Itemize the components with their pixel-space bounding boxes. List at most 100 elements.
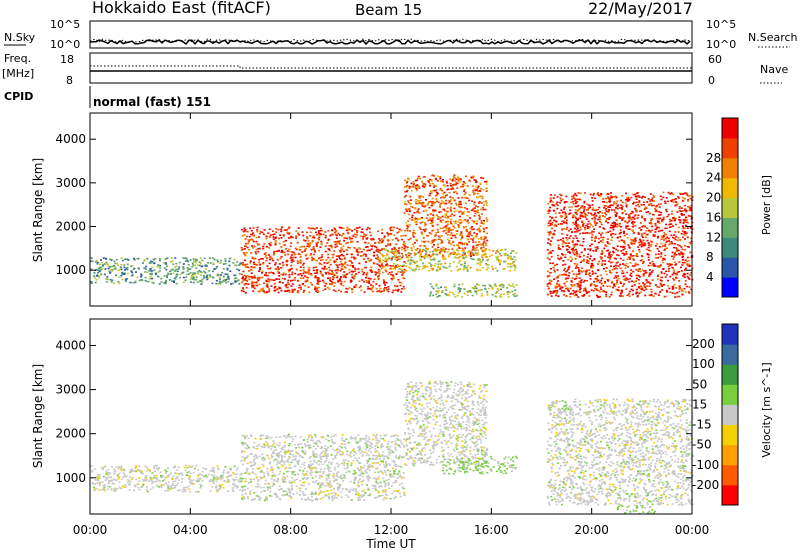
heatmap-cell [378,259,381,262]
heatmap-cell [331,254,334,256]
heatmap-cell [339,258,342,260]
heatmap-cell [568,213,571,215]
heatmap-cell [239,262,242,265]
heatmap-cell [443,191,446,194]
heatmap-cell [276,259,279,261]
heatmap-cell [581,271,583,273]
heatmap-cell [636,295,639,297]
heatmap-cell [440,286,442,289]
heatmap-cell [146,257,149,260]
heatmap-cell [608,205,611,207]
heatmap-cell [443,209,446,212]
heatmap-cell [611,280,614,283]
heatmap-cell [316,270,318,273]
heatmap-cell [292,260,295,262]
heatmap-cell [469,233,472,235]
heatmap-cell [185,257,188,260]
heatmap-cell [442,202,445,205]
heatmap-cell [650,199,653,201]
heatmap-cell [620,239,623,241]
heatmap-cell [288,232,290,235]
heatmap-cell [459,260,462,262]
heatmap-cell [479,260,482,262]
heatmap-cell [415,199,418,201]
heatmap-cell [111,269,114,271]
heatmap-cell [148,270,151,272]
heatmap-cell [365,273,368,275]
heatmap-cell [486,204,488,207]
heatmap-cell [562,237,565,240]
heatmap-cell [414,249,417,251]
heatmap-cell [250,238,253,240]
heatmap-cell [244,282,247,285]
heatmap-cell [433,209,436,212]
heatmap-cell [687,200,690,202]
heatmap-cell [561,274,564,276]
heatmap-cell [572,290,575,292]
heatmap-cell [408,202,411,205]
heatmap-cell [285,286,288,289]
heatmap-cell [661,236,664,239]
heatmap-cell [298,248,301,251]
heatmap-cell [474,192,477,195]
heatmap-cell [367,286,370,288]
heatmap-cell [299,253,302,256]
heatmap-cell [446,207,449,209]
heatmap-cell [629,212,632,215]
heatmap-cell [483,230,485,233]
heatmap-cell [376,254,379,256]
heatmap-cell [278,272,281,274]
heatmap-cell [605,266,608,269]
heatmap-cell [186,270,189,272]
heatmap-cell [315,245,318,247]
heatmap-cell [338,254,341,257]
heatmap-cell [630,275,633,278]
heatmap-cell [118,481,121,483]
heatmap-cell [567,268,570,271]
heatmap-cell [279,234,282,236]
heatmap-cell [457,197,460,199]
heatmap-cell [595,288,598,290]
heatmap-cell [473,258,476,261]
heatmap-cell [500,283,503,286]
heatmap-cell [248,235,251,238]
heatmap-cell [240,480,243,483]
heatmap-cell [594,212,597,214]
heatmap-cell [672,272,675,275]
heatmap-cell [170,269,173,271]
heatmap-cell [339,278,341,280]
heatmap-cell [437,266,439,268]
heatmap-cell [469,290,472,292]
heatmap-cell [252,284,254,287]
heatmap-cell [208,270,211,272]
heatmap-cell [555,294,558,297]
heatmap-cell [595,209,597,212]
heatmap-cell [129,480,132,483]
heatmap-cell [253,287,256,290]
heatmap-cell [616,281,618,283]
freq-tick-top: 18 [60,53,74,66]
heatmap-cell [303,250,306,252]
heatmap-cell [690,207,693,209]
heatmap-cell [104,479,107,482]
heatmap-cell [419,248,422,250]
heatmap-cell [659,195,662,198]
heatmap-cell [146,489,148,491]
heatmap-cell [176,477,179,480]
heatmap-cell [660,198,663,201]
heatmap-cell [579,291,582,293]
heatmap-cell [502,268,505,270]
heatmap-cell [575,277,578,280]
heatmap-cell [660,211,663,214]
heatmap-cell [358,251,361,253]
heatmap-cell [650,288,653,291]
heatmap-cell [138,465,141,467]
heatmap-cell [243,227,246,230]
heatmap-cell [446,267,449,269]
heatmap-cell [354,267,357,269]
heatmap-cell [663,295,666,298]
heatmap-cell [558,285,561,287]
heatmap-cell [114,266,116,268]
heatmap-cell [512,283,515,286]
heatmap-cell [665,197,668,199]
